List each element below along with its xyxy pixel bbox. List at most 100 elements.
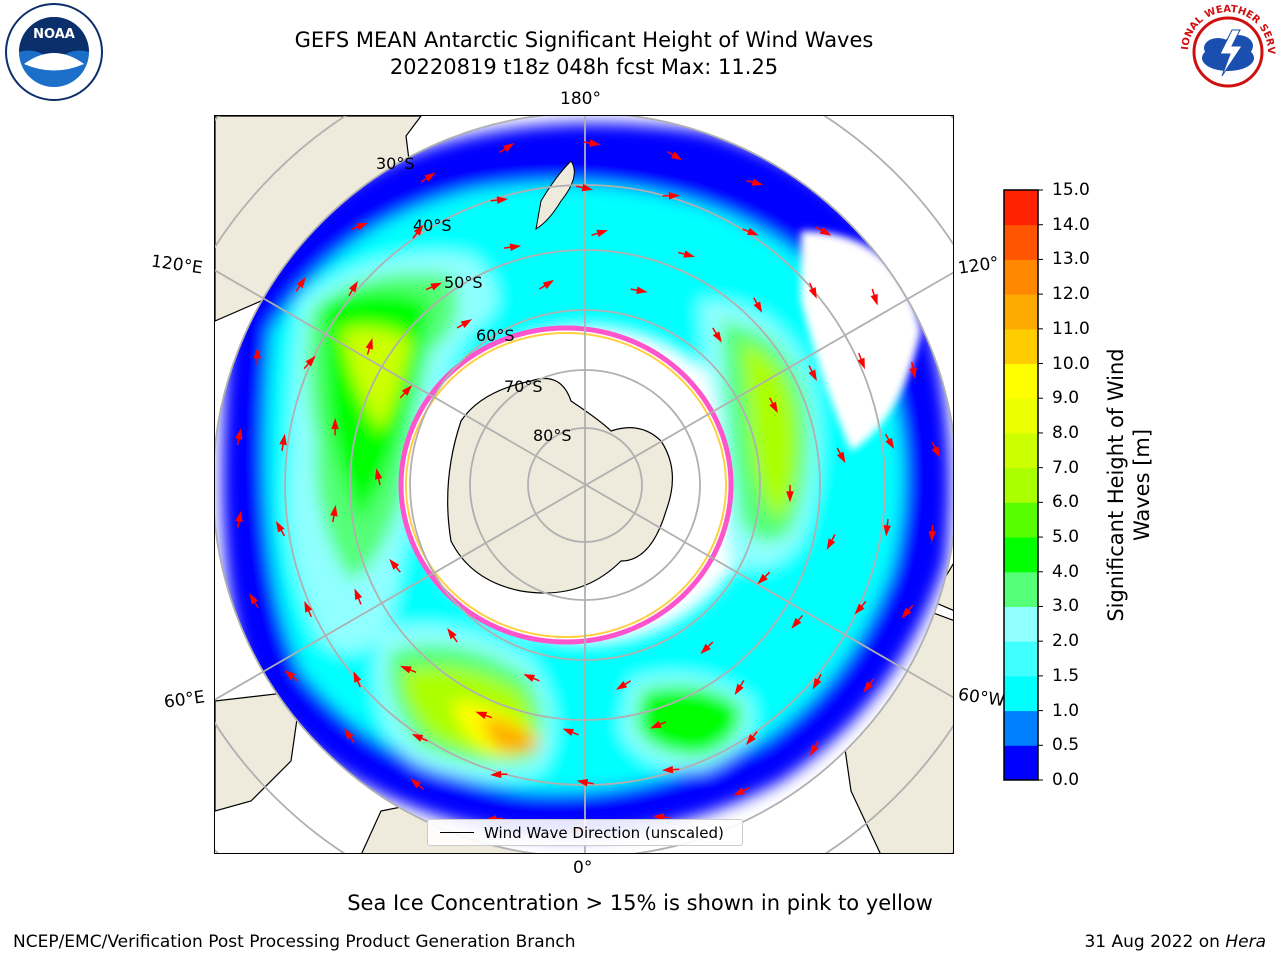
wind-wave-arrowhead [389, 558, 400, 570]
lon-label-180: 180° [560, 89, 601, 109]
wind-wave-arrowhead [475, 711, 488, 719]
colorbar-tick-label: 15.0 [1052, 180, 1090, 200]
colorbar-segment [1004, 502, 1038, 538]
wind-wave-arrowhead [883, 524, 892, 537]
wind-wave-arrowhead [700, 643, 711, 655]
colorbar-tick-label: 6.0 [1052, 492, 1080, 513]
colorbar-segment [1004, 606, 1038, 642]
colorbar [1003, 188, 1045, 786]
wind-wave-arrowhead [344, 728, 354, 740]
wind-wave-arrowhead [330, 505, 338, 517]
wind-wave-arrowhead [356, 222, 368, 231]
sea-ice-note: Sea Ice Concentration > 15% is shown in … [347, 891, 933, 915]
wind-wave-arrowhead [275, 520, 285, 533]
wind-wave-arrowhead [410, 778, 422, 789]
wind-wave-arrowhead [365, 337, 373, 350]
wind-wave-arrowhead [836, 451, 846, 464]
colorbar-segment [1004, 537, 1038, 573]
colorbar-tick-label: 4.0 [1052, 561, 1080, 582]
wind-wave-arrowhead [413, 224, 424, 236]
wind-wave-arrowhead [235, 428, 243, 440]
colorbar-tick-label: 11.0 [1052, 318, 1090, 339]
colorbar-tick-label: 3.0 [1052, 596, 1080, 617]
colorbar-tick-label: 9.0 [1052, 388, 1080, 409]
wind-wave-arrowhead [786, 491, 794, 503]
lon-label-0: 0° [573, 858, 593, 878]
wind-wave-arrowhead [857, 357, 865, 370]
wind-wave-arrowhead [447, 627, 457, 640]
colorbar-label: Significant Height of Wind Waves [m] [1104, 348, 1154, 622]
svg-text:80°S: 80°S [533, 426, 572, 445]
wind-wave-arrowhead [249, 593, 259, 605]
wind-wave-arrowhead [296, 276, 306, 289]
svg-text:NOAA: NOAA [33, 27, 75, 42]
wind-wave-arrowhead [460, 319, 473, 328]
wind-wave-arrowhead [650, 720, 662, 729]
wind-wave-arrowhead [863, 681, 874, 693]
wind-wave-arrowhead [769, 401, 778, 414]
wind-wave-arrowhead [809, 744, 819, 757]
polar-map: 30°S 40°S 50°S 60°S 70°S 80°S [215, 116, 953, 853]
wind-wave-arrowhead [400, 665, 412, 674]
wind-wave-arrowhead [745, 734, 756, 746]
new-zealand-land [535, 160, 575, 231]
wind-wave-arrowhead [928, 531, 937, 543]
wind-wave-arrowhead [885, 437, 895, 450]
wind-wave-arrowhead [523, 674, 536, 682]
wind-wave-arrowhead [854, 603, 865, 615]
colorbar-tick-label: 14.0 [1052, 214, 1090, 235]
map-panel: 30°S 40°S 50°S 60°S 70°S 80°S [214, 115, 954, 854]
wind-wave-arrowhead [826, 538, 836, 550]
latitude-labels: 30°S 40°S 50°S 60°S 70°S 80°S [376, 154, 572, 445]
wind-wave-arrowhead [812, 677, 822, 690]
wind-wave-arrowhead [636, 286, 648, 294]
chart-title: GEFS MEAN Antarctic Significant Height o… [294, 28, 874, 52]
wind-wave-arrowhead [668, 192, 680, 200]
wind-wave-arrowhead [354, 588, 363, 600]
wind-wave-arrowhead [652, 813, 665, 821]
colorbar-tick-label: 10.0 [1052, 353, 1090, 374]
map-legend: Wind Wave Direction (unscaled) [427, 819, 743, 846]
wind-wave-arrowhead [661, 765, 674, 774]
colorbar-segment [1004, 467, 1038, 503]
colorbar-segment [1004, 190, 1038, 226]
wind-wave-arrowhead [235, 510, 243, 523]
chart-subtitle: 20220819 t18z 048h fcst Max: 11.25 [389, 55, 779, 79]
colorbar-segment [1004, 363, 1038, 399]
wind-wave-arrowhead [348, 280, 358, 293]
colorbar-segment [1004, 398, 1038, 434]
legend-label: Wind Wave Direction (unscaled) [484, 823, 724, 842]
wave-height-field [215, 116, 953, 853]
wind-wave-arrowhead [589, 139, 601, 147]
wind-wave-arrowhead [304, 601, 313, 613]
lon-label-60w: 60°W [956, 684, 1007, 712]
wind-wave-arrowhead [808, 287, 817, 299]
wind-wave-arrowhead [757, 573, 768, 585]
wind-wave-arrowhead [279, 433, 287, 446]
wind-wave-arrowhead [562, 728, 575, 736]
colorbar-tick-label: 12.0 [1052, 284, 1090, 305]
wind-wave-arrowhead [733, 787, 745, 796]
wind-wave-arrowhead [596, 229, 609, 237]
colorbar-tick-label: 8.0 [1052, 422, 1080, 443]
svg-text:40°S: 40°S [413, 216, 452, 235]
wind-wave-arrowhead [819, 227, 832, 236]
svg-text:60°S: 60°S [476, 326, 515, 345]
wind-wave-arrowhead [753, 301, 763, 313]
svg-text:30°S: 30°S [376, 154, 415, 173]
wind-wave-arrowhead [509, 243, 522, 251]
svg-text:70°S: 70°S [504, 377, 543, 396]
wind-wave-arrowhead [712, 331, 722, 343]
colorbar-bar [1003, 189, 1043, 781]
wind-wave-arrowhead [683, 250, 696, 258]
noaa-logo: NOAA [5, 3, 103, 101]
colorbar-segment [1004, 571, 1038, 607]
legend-line-swatch [440, 832, 474, 833]
wind-wave-arrowhead [284, 669, 296, 680]
wind-wave-arrowhead [353, 671, 362, 683]
wind-wave-arrowhead [870, 293, 878, 306]
wind-wave-arrowhead [503, 142, 515, 153]
wind-wave-arrows [235, 139, 940, 833]
colorbar-tick-label: 7.0 [1052, 457, 1080, 478]
wind-wave-arrowhead [931, 446, 940, 458]
